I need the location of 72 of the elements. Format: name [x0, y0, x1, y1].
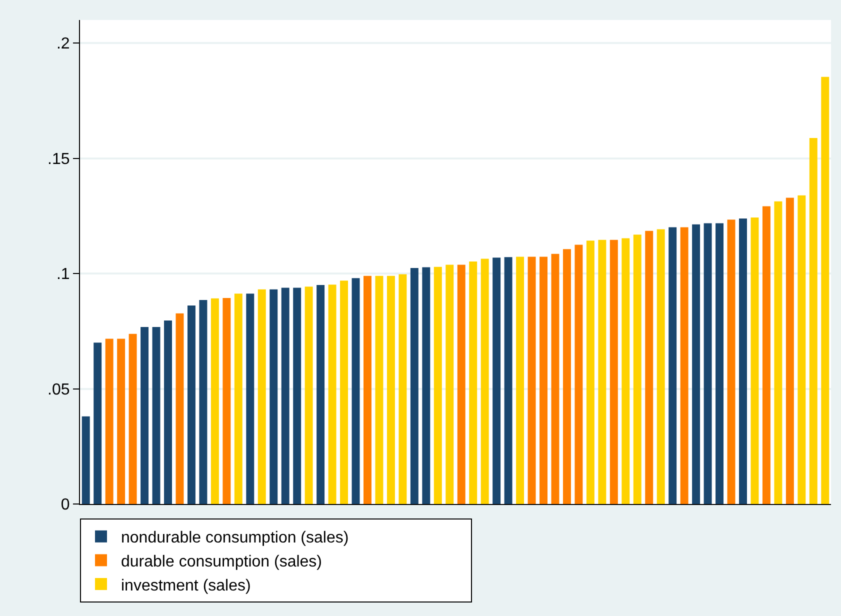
bar: [727, 220, 736, 504]
bar: [152, 326, 160, 504]
bar: [128, 334, 137, 504]
bar: [633, 234, 642, 504]
bar: [117, 338, 126, 504]
bar: [316, 285, 325, 504]
bar: [516, 256, 524, 504]
bar: [164, 320, 172, 504]
bar: [246, 294, 254, 504]
bar: [176, 313, 184, 504]
bar: [375, 276, 384, 504]
bar: [293, 288, 302, 504]
bar: [750, 218, 759, 504]
bar: [386, 276, 395, 504]
bar: [410, 268, 418, 504]
bar: [716, 223, 724, 504]
bar: [199, 300, 208, 504]
bar: [222, 298, 231, 504]
y-tick-label: 0: [60, 496, 70, 514]
bar: [504, 257, 512, 504]
legend-label: durable consumption (sales): [121, 553, 322, 570]
bar: [574, 244, 583, 504]
bar: [352, 278, 360, 504]
bar: [398, 274, 407, 504]
bar: [422, 267, 430, 504]
bar: [469, 262, 478, 504]
bar: [739, 218, 747, 504]
bar: [270, 289, 278, 504]
bar: [774, 201, 782, 504]
bar: [809, 138, 818, 504]
bar: [821, 76, 830, 504]
bar: [210, 298, 219, 504]
bar: [140, 326, 149, 504]
bar: [762, 206, 770, 504]
y-tick-label: .2: [56, 36, 70, 53]
bar: [480, 258, 489, 504]
bar: [562, 249, 571, 504]
bar: [94, 342, 102, 504]
bar: [645, 230, 654, 504]
bar: [622, 238, 630, 504]
bar: [187, 306, 196, 504]
bar: [610, 240, 618, 504]
bar: [528, 256, 536, 504]
bar: [692, 224, 700, 504]
bar: [656, 229, 665, 504]
bar: [258, 289, 266, 504]
bar: [340, 280, 348, 504]
bar: [680, 227, 688, 504]
bar: [328, 284, 336, 504]
bar: [434, 266, 442, 504]
bar: [105, 338, 114, 504]
y-tick-label: .15: [48, 150, 70, 168]
y-tick-label: .05: [48, 381, 70, 398]
bar: [540, 256, 548, 504]
y-tick-label: .1: [56, 266, 70, 284]
bar: [551, 254, 560, 504]
bar: [281, 288, 290, 504]
bar: [446, 264, 454, 504]
bar: [704, 223, 712, 504]
bar: [798, 195, 806, 504]
bar: [304, 286, 313, 504]
bar: [457, 264, 466, 504]
legend-label: nondurable consumption (sales): [121, 530, 349, 547]
bar: [586, 240, 594, 504]
bar: [668, 227, 677, 504]
bar: [82, 416, 90, 504]
bar: [786, 198, 794, 504]
bar: [598, 240, 606, 504]
bar: [492, 258, 501, 504]
legend-label: investment (sales): [121, 577, 251, 594]
bar: [234, 294, 242, 504]
bar: [364, 276, 372, 504]
